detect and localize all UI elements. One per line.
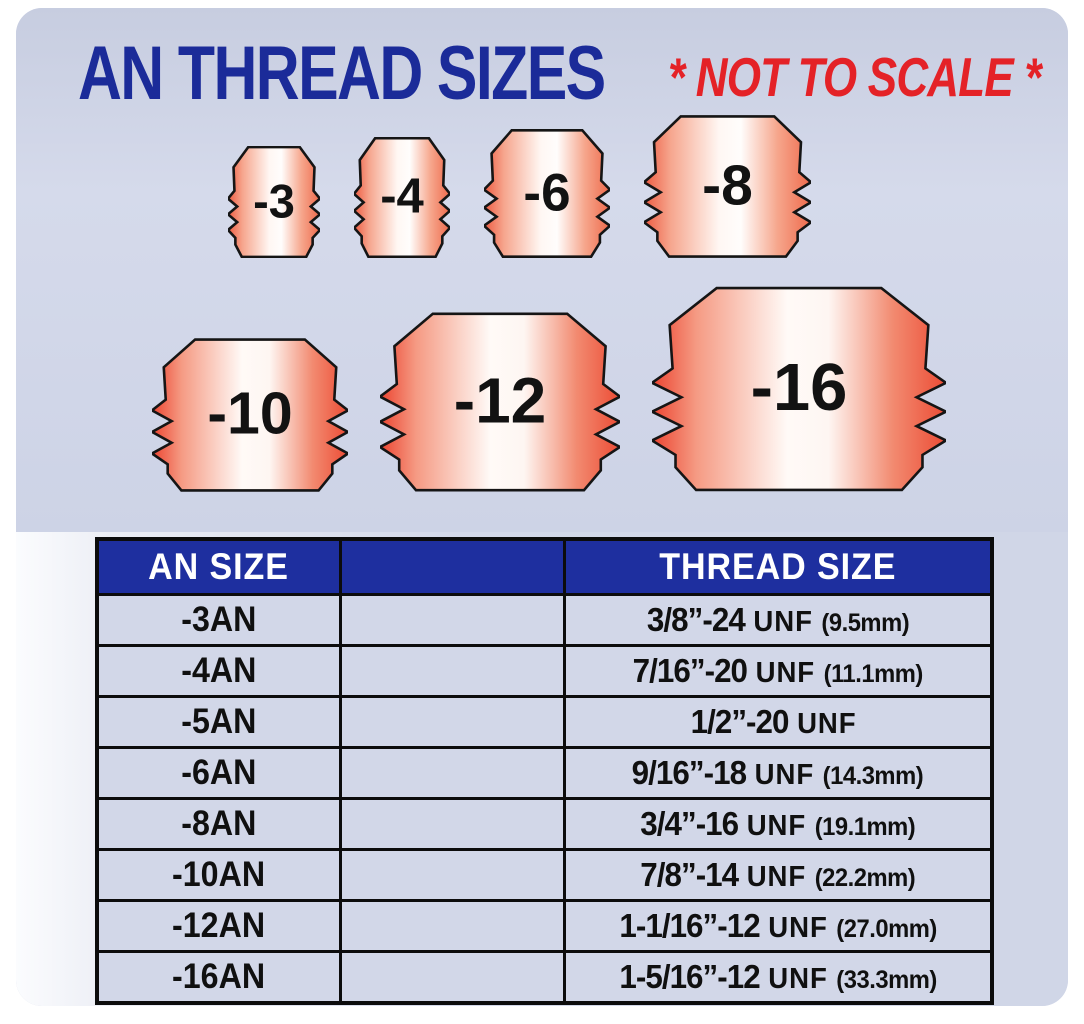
an-fitting-icon xyxy=(644,115,811,258)
an-size-column-header: AN SIZE xyxy=(95,537,342,596)
an-size-cell: -8AN xyxy=(95,797,342,851)
empty-cell xyxy=(338,695,566,749)
thread-size-cell: 9/16”-18 UNF (14.3mm) xyxy=(562,746,994,800)
fitting-label: -16 xyxy=(750,350,848,426)
fitting-label: -3 xyxy=(253,174,295,228)
page-title: AN THREAD SIZES xyxy=(78,31,606,116)
fitting-label: -4 xyxy=(380,169,424,224)
fittings-section: AN THREAD SIZES * NOT TO SCALE * -3 -4 xyxy=(16,8,1068,532)
main-panel: AN THREAD SIZES * NOT TO SCALE * -3 -4 xyxy=(16,8,1068,1006)
table-row: -4AN 7/16”-20 UNF (11.1mm) xyxy=(95,644,994,698)
an-size-cell: -5AN xyxy=(95,695,342,749)
fitting-8: -8 xyxy=(644,115,811,258)
fitting-12: -12 xyxy=(380,312,620,492)
an-size-cell: -6AN xyxy=(95,746,342,800)
table-row: -3AN 3/8”-24 UNF (9.5mm) xyxy=(95,593,994,647)
empty-cell xyxy=(338,950,566,1005)
an-size-cell: -3AN xyxy=(95,593,342,647)
an-size-cell: -10AN xyxy=(95,848,342,902)
table-row: -16AN 1-5/16”-12 UNF (33.3mm) xyxy=(95,950,994,1005)
an-size-cell: -4AN xyxy=(95,644,342,698)
thread-size-cell: 7/8”-14 UNF (22.2mm) xyxy=(562,848,994,902)
thread-size-cell: 1-5/16”-12 UNF (33.3mm) xyxy=(562,950,994,1005)
table-row: -5AN 1/2”-20 UNF xyxy=(95,695,994,749)
table-row: -8AN 3/4”-16 UNF (19.1mm) xyxy=(95,797,994,851)
an-size-table: AN SIZE THREAD SIZE -3AN 3/8”-24 UNF (9.5m… xyxy=(95,537,994,1005)
fitting-label: -6 xyxy=(523,162,571,222)
fitting-10: -10 xyxy=(152,338,348,492)
an-fitting-icon xyxy=(228,146,320,258)
fitting-label: -8 xyxy=(702,152,753,217)
thread-size-cell: 3/8”-24 UNF (9.5mm) xyxy=(562,593,994,647)
fitting-label: -10 xyxy=(207,380,293,447)
fitting-label: -12 xyxy=(453,364,547,437)
empty-cell xyxy=(338,899,566,953)
empty-cell xyxy=(338,797,566,851)
empty-cell xyxy=(338,848,566,902)
an-fitting-icon xyxy=(380,312,620,492)
thread-size-cell: 1-1/16”-12 UNF (27.0mm) xyxy=(562,899,994,953)
fitting-3: -3 xyxy=(228,146,320,258)
fitting-row-large: -10 -12 -16 xyxy=(152,286,946,492)
table-row: -6AN 9/16”-18 UNF (14.3mm) xyxy=(95,746,994,800)
thread-size-cell: 7/16”-20 UNF (11.1mm) xyxy=(562,644,994,698)
thread-size-column-header: THREAD SIZE xyxy=(562,537,994,596)
table-row: -12AN 1-1/16”-12 UNF (27.0mm) xyxy=(95,899,994,953)
thread-size-cell: 3/4”-16 UNF (19.1mm) xyxy=(562,797,994,851)
empty-cell xyxy=(338,746,566,800)
not-to-scale-note: * NOT TO SCALE * xyxy=(668,46,1041,108)
table-row: -10AN 7/8”-14 UNF (22.2mm) xyxy=(95,848,994,902)
an-fitting-icon xyxy=(152,338,348,492)
fitting-16: -16 xyxy=(652,286,946,492)
an-fitting-icon xyxy=(354,137,450,258)
an-fitting-icon xyxy=(652,286,946,492)
empty-column-header xyxy=(338,537,566,596)
fitting-4: -4 xyxy=(354,137,450,258)
empty-cell xyxy=(338,644,566,698)
an-size-cell: -16AN xyxy=(95,950,342,1005)
table-header-row: AN SIZE THREAD SIZE xyxy=(95,537,994,596)
thread-size-cell: 1/2”-20 UNF xyxy=(562,695,994,749)
fitting-row-small: -3 -4 -6 xyxy=(228,115,811,258)
table-section: AN SIZE THREAD SIZE -3AN 3/8”-24 UNF (9.5m… xyxy=(16,532,1068,1006)
fitting-6: -6 xyxy=(484,129,610,258)
empty-cell xyxy=(338,593,566,647)
an-fitting-icon xyxy=(484,129,610,258)
an-size-cell: -12AN xyxy=(95,899,342,953)
